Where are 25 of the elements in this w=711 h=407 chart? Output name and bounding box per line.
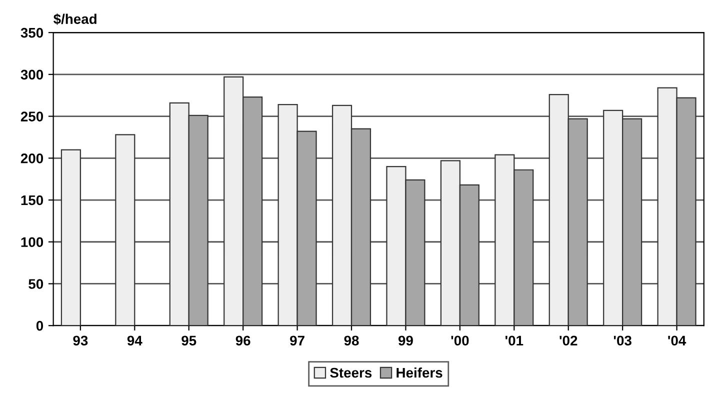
x-tick-label: 98: [344, 336, 359, 346]
x-tick-label: '03: [614, 336, 632, 346]
x-tick-label: 97: [290, 336, 304, 346]
y-tick-label: 0: [36, 320, 44, 331]
y-tick-label: 200: [20, 153, 44, 164]
y-axis-title: $/head: [54, 14, 96, 25]
x-tick-label: 95: [182, 336, 196, 346]
x-tick-label: 99: [398, 336, 413, 346]
y-tick-label: 250: [20, 112, 44, 122]
x-tick-label: 93: [73, 336, 88, 346]
bar: [60, 149, 81, 326]
y-tick-label: 350: [20, 28, 44, 38]
x-tick-label: '01: [506, 336, 524, 346]
legend-label: Steers: [330, 368, 372, 378]
x-tick-label: '04: [668, 336, 686, 346]
y-tick-label: 150: [21, 195, 44, 206]
y-tick-label: 100: [21, 237, 44, 248]
y-tick-label: 300: [20, 70, 44, 80]
x-tick-label: 96: [236, 336, 250, 346]
y-tick-label: 50: [28, 279, 44, 289]
x-tick-label: '00: [451, 336, 469, 346]
bar: [115, 134, 136, 326]
x-tick-label: '02: [560, 336, 578, 346]
x-tick-label: 94: [127, 336, 142, 346]
legend-label: Heifers: [396, 367, 442, 378]
